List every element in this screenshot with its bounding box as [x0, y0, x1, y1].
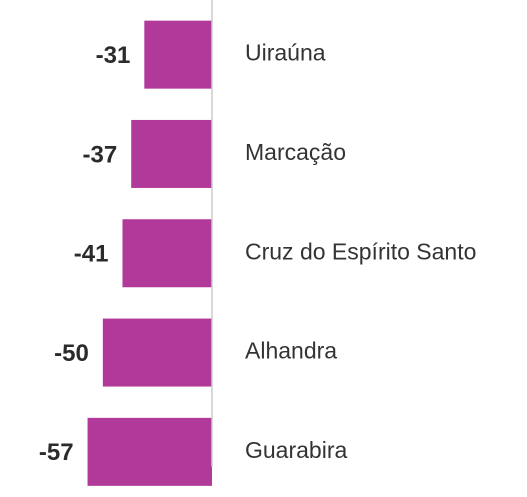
bar — [87, 417, 212, 486]
category-label: Guarabira — [245, 437, 347, 463]
value-label: -37 — [83, 141, 118, 168]
value-label: -41 — [74, 241, 109, 268]
category-label: Uiraúna — [245, 40, 326, 66]
bar — [122, 219, 212, 288]
category-label: Marcação — [245, 139, 346, 165]
value-label: -57 — [39, 439, 74, 466]
bar — [131, 119, 212, 188]
category-label: Cruz do Espírito Santo — [245, 238, 476, 264]
value-label: -31 — [96, 42, 131, 69]
bar — [144, 20, 212, 89]
category-label: Alhandra — [245, 338, 337, 364]
value-label: -50 — [54, 340, 89, 367]
bar — [102, 318, 212, 387]
